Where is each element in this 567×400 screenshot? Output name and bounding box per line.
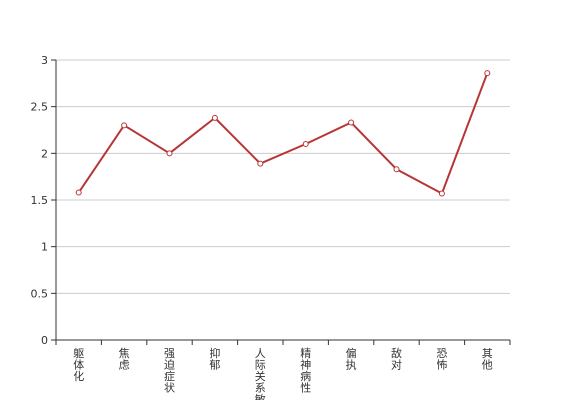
series-line xyxy=(77,72,489,195)
y-tick-label: 1 xyxy=(41,241,48,254)
y-axis-ticks: 0 0.5 1 1.5 2 2.5 3 xyxy=(31,54,56,347)
x-tick-label: 恐怖 xyxy=(436,347,447,372)
x-tick-label: 人际关系敏感 xyxy=(255,347,266,400)
data-point xyxy=(166,150,173,157)
data-point xyxy=(257,160,264,167)
x-tick-label: 偏执 xyxy=(346,346,357,372)
x-tick-label: 躯体化 xyxy=(73,347,84,383)
y-tick-label: 2.5 xyxy=(31,101,49,114)
data-point xyxy=(121,122,128,129)
data-point xyxy=(348,119,355,126)
data-point xyxy=(484,70,491,77)
x-tick-label: 焦虑 xyxy=(119,347,130,372)
data-point xyxy=(75,189,82,196)
x-tick-label: 精神病性 xyxy=(300,347,311,395)
x-axis-ticks: 躯体化 焦虑 强迫症状 抑郁 人际关系敏感 精神病性 偏执 敌对 恐怖 其他 xyxy=(55,340,511,400)
grid-lines xyxy=(56,59,510,294)
x-tick-label: 敌对 xyxy=(391,346,402,372)
x-tick-label: 抑郁 xyxy=(209,346,220,372)
x-tick-label: 其他 xyxy=(482,347,493,372)
data-point xyxy=(438,190,445,197)
y-tick-label: 0.5 xyxy=(31,287,49,300)
data-point xyxy=(302,141,309,147)
y-tick-label: 3 xyxy=(41,54,48,67)
y-tick-label: 2 xyxy=(41,147,48,160)
series xyxy=(75,70,491,197)
y-tick-label: 1.5 xyxy=(31,194,49,207)
data-point xyxy=(211,114,218,121)
data-point xyxy=(393,166,400,173)
y-tick-label: 0 xyxy=(41,334,48,347)
x-tick-label: 强迫症状 xyxy=(164,347,175,395)
